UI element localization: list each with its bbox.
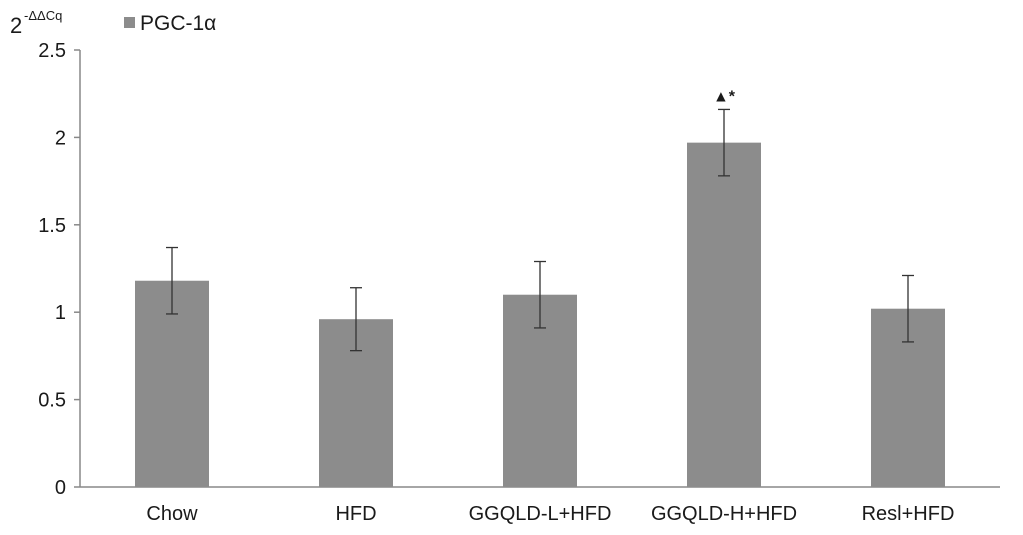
bar	[135, 280, 209, 487]
y-tick-label: 1.5	[38, 215, 66, 237]
x-tick-label: GGQLD-H+HFD	[651, 503, 797, 525]
error-bar	[902, 274, 914, 343]
x-tick-label: GGQLD-L+HFD	[469, 503, 612, 525]
y-tick-label: 0.5	[38, 390, 66, 412]
y-axis-ticks: 0 0.5 1 1.5 2 2.5	[38, 40, 80, 499]
y-tick-label: 1	[55, 302, 66, 324]
significance-marker: ▲*	[713, 88, 736, 105]
error-bar	[534, 260, 546, 329]
x-axis-labels: Chow HFD GGQLD-L+HFD GGQLD-H+HFD Resl+HFD	[146, 503, 954, 525]
legend: PGC-1α	[124, 12, 216, 35]
y-tick-label: 0	[55, 477, 66, 499]
y-tick-label: 2	[55, 127, 66, 149]
legend-swatch	[124, 17, 135, 28]
y-tick-label: 2.5	[38, 40, 66, 62]
x-tick-label: Chow	[146, 503, 198, 525]
y-axis-label-base: 2	[10, 13, 22, 38]
y-axis-label-superscript: -ΔΔCq	[24, 8, 62, 23]
error-bar	[718, 108, 730, 177]
bars	[135, 142, 945, 488]
error-bar	[350, 287, 362, 352]
y-axis-label: 2 -ΔΔCq	[10, 8, 62, 38]
error-bar	[166, 246, 178, 315]
legend-label: PGC-1α	[140, 12, 216, 35]
error-bars	[166, 108, 914, 352]
x-tick-label: Resl+HFD	[862, 503, 955, 525]
x-tick-label: HFD	[335, 503, 376, 525]
annotations: ▲*	[713, 88, 736, 105]
bar	[687, 142, 761, 488]
